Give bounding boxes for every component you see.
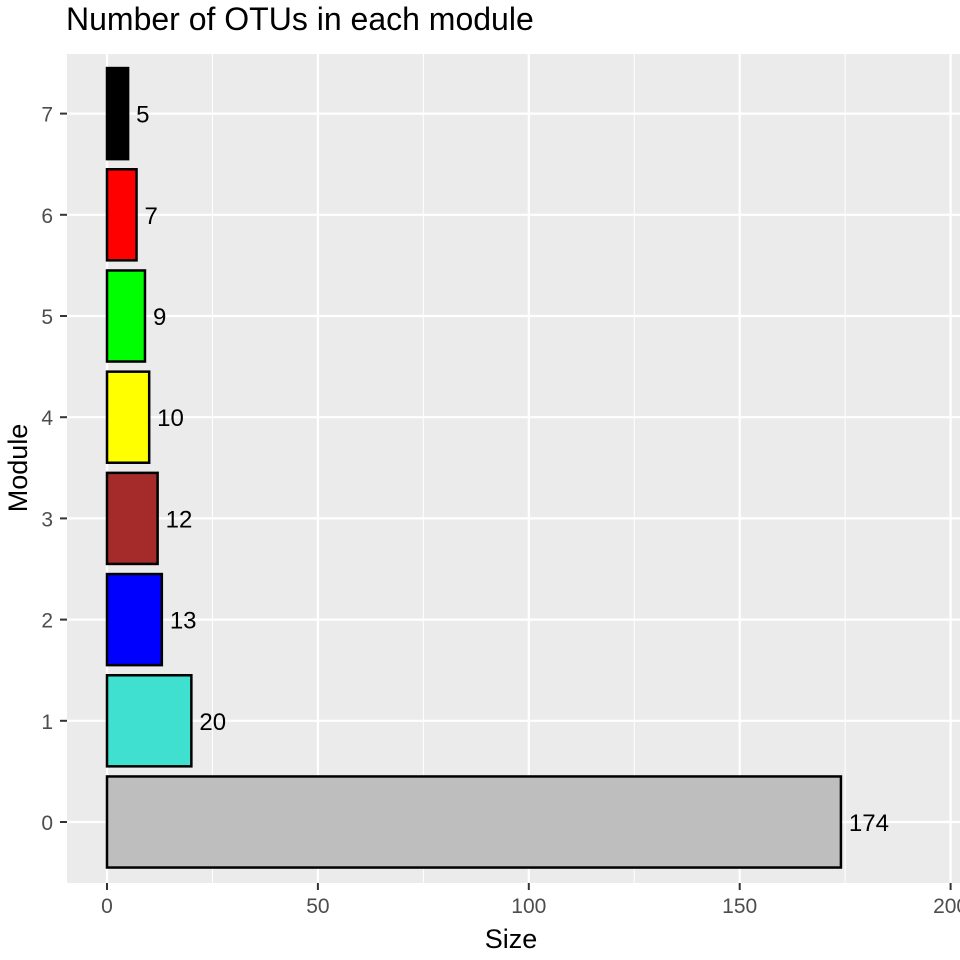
x-tick-label: 0: [101, 895, 113, 918]
plot-panel: [67, 54, 960, 883]
data-label: 20: [199, 709, 226, 736]
y-tick-label: 1: [41, 711, 53, 734]
bar-module-6: [105, 168, 138, 262]
bar-module-0: [105, 775, 843, 869]
bar-module-3: [105, 471, 159, 566]
data-label: 5: [136, 102, 149, 129]
y-axis-title: Module: [3, 424, 33, 513]
data-label: 7: [145, 203, 158, 230]
chart-title: Number of OTUs in each module: [66, 1, 534, 37]
y-tick-label: 0: [41, 812, 53, 835]
x-tick-label: 150: [722, 895, 757, 918]
y-tick-label: 5: [41, 306, 53, 329]
x-axis: 0 50 100 150 200: [101, 883, 960, 918]
y-tick-label: 4: [41, 407, 53, 430]
x-axis-title: Size: [485, 924, 538, 954]
data-label: 10: [157, 405, 184, 432]
x-tick-label: 200: [933, 895, 960, 918]
data-labels: 174 20 13 12 10 9 7 5: [136, 102, 889, 837]
bar-module-7: [105, 66, 130, 161]
data-label: 174: [849, 810, 889, 837]
grid-major: [67, 54, 960, 883]
data-label: 12: [166, 506, 193, 533]
bars: [105, 66, 843, 869]
y-tick-label: 6: [41, 205, 53, 228]
bar-module-2: [105, 572, 164, 667]
x-tick-label: 50: [306, 895, 329, 918]
y-tick-label: 7: [41, 104, 53, 127]
bar-module-4: [105, 370, 151, 464]
y-axis: 0 1 2 3 4 5 6 7: [41, 104, 67, 835]
grid-minor: [211, 54, 846, 883]
y-tick-label: 2: [41, 610, 53, 633]
data-label: 13: [170, 608, 197, 635]
bar-module-1: [105, 674, 193, 768]
y-tick-label: 3: [41, 508, 53, 531]
x-tick-label: 100: [511, 895, 546, 918]
bar-module-5: [105, 269, 147, 363]
data-label: 9: [153, 304, 166, 331]
